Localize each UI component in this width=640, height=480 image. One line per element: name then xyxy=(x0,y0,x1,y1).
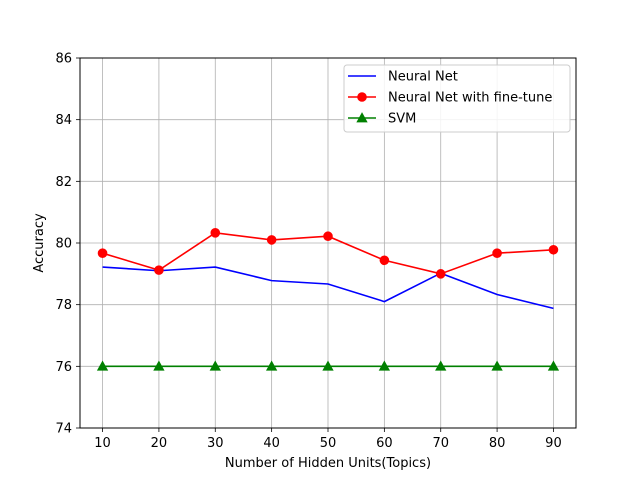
legend-item: Neural Net xyxy=(348,70,458,85)
data-point xyxy=(435,269,446,279)
x-tick-label: 20 xyxy=(151,436,168,451)
legend-item: Neural Net with fine-tune xyxy=(348,91,552,106)
data-point xyxy=(548,244,559,255)
data-point xyxy=(210,228,221,238)
x-tick-label: 70 xyxy=(432,436,449,451)
legend-label: SVM xyxy=(388,112,416,127)
data-point xyxy=(154,265,164,275)
y-tick-label: 76 xyxy=(55,360,72,375)
data-point xyxy=(379,255,390,266)
legend-box xyxy=(343,64,571,133)
legend-label: Neural Net xyxy=(388,70,458,85)
legend-marker xyxy=(356,112,368,123)
data-point xyxy=(378,360,391,371)
x-tick-label: 80 xyxy=(489,436,506,451)
data-point xyxy=(97,248,108,258)
x-tick-label: 60 xyxy=(376,436,393,451)
data-point xyxy=(323,231,333,242)
data-point xyxy=(435,360,447,371)
data-point xyxy=(153,360,165,371)
data-point xyxy=(209,360,221,371)
legend-label: Neural Net with fine-tune xyxy=(388,91,552,106)
series-group xyxy=(96,228,560,371)
data-point xyxy=(265,360,278,371)
data-point xyxy=(491,360,503,371)
y-axis-label: Accuracy xyxy=(32,213,47,273)
legend-marker xyxy=(357,92,367,102)
x-tick-label: 50 xyxy=(320,436,337,451)
legend-item: SVM xyxy=(348,112,416,127)
data-point xyxy=(547,360,560,371)
x-tick-label: 40 xyxy=(263,436,280,451)
series-line xyxy=(102,266,554,310)
x-axis-label: Number of Hidden Units(Topics) xyxy=(225,456,431,471)
y-tick-label: 86 xyxy=(55,52,72,67)
data-point xyxy=(492,248,502,258)
series-1 xyxy=(102,266,554,310)
y-tick-label: 74 xyxy=(55,422,72,437)
x-tick-label: 10 xyxy=(94,436,111,451)
y-tick-label: 84 xyxy=(55,113,72,128)
data-point xyxy=(96,360,109,371)
data-point xyxy=(266,235,277,245)
y-tick-label: 82 xyxy=(55,175,72,190)
data-point xyxy=(322,360,334,371)
legend: Neural Net Neural Net with fine-tune SVM xyxy=(343,64,571,133)
y-tick-label: 80 xyxy=(55,237,72,252)
x-tick-label: 90 xyxy=(545,436,562,451)
axis-ticks: 10 20 30 40 50 60 70 80 90 74 76 78 80 82 84 86 xyxy=(55,52,561,452)
y-tick-label: 78 xyxy=(55,298,72,313)
series-3 xyxy=(96,360,560,371)
series-2 xyxy=(97,228,559,279)
x-tick-label: 30 xyxy=(207,436,224,451)
